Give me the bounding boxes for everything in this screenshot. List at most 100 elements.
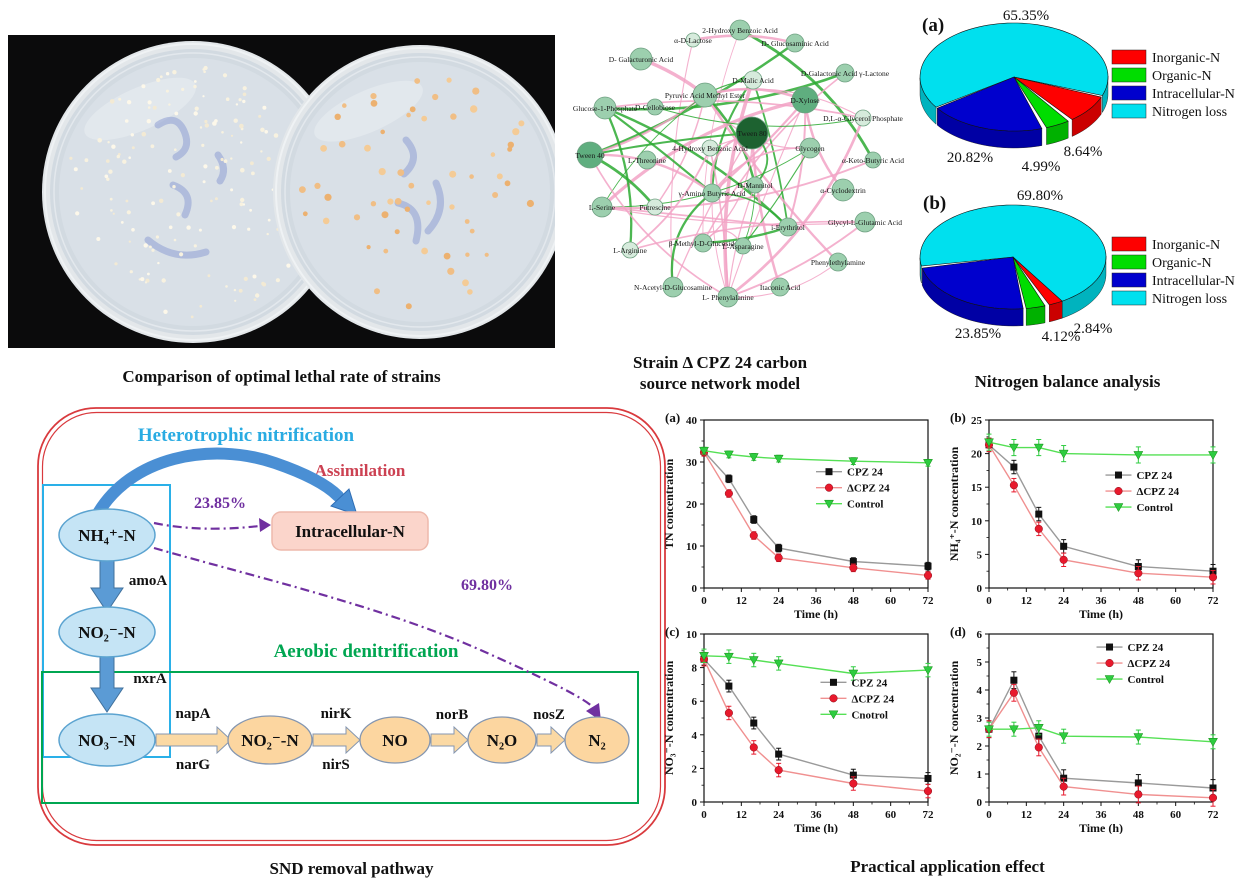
bacterial-colony [172,70,177,75]
marker-circle [774,766,783,775]
bacterial-colony [470,105,478,113]
bacterial-colony [220,157,224,162]
bacterial-colony [408,182,415,189]
bacterial-colony [150,144,155,149]
bacterial-colony [251,171,255,176]
edge-negative [604,100,864,119]
y-tick-label: 5 [977,549,983,561]
bacterial-colony [370,201,377,207]
bacterial-colony [320,145,327,152]
bacterial-colony [380,129,386,135]
marker-circle [749,531,758,540]
y-tick-label: 6 [692,696,698,708]
network-node-label: 4-Hydroxy Benzoic Acid [672,144,748,153]
edge-negative [787,99,807,228]
series-line [988,678,1214,789]
edge-negative [704,88,864,119]
pie-slice-inorganic-n [1013,76,1102,120]
bacterial-colony [387,198,394,205]
nh4-ellipse [58,508,156,562]
bacterial-colony [190,315,194,319]
bacterial-colony [338,140,346,148]
legend-label: Inorganic-N [1152,238,1220,253]
x-axis-title: Time (h) [1079,607,1123,620]
edge-negative [727,99,806,298]
network-node [701,139,719,157]
pie-chart-b: (b) 2.84%4.12% 23.85% 69.80% Inorganic-N Orga… [919,188,1235,345]
network-node-label: Glucose-1-Phosphate [573,104,638,113]
legend-label: Nitrogen loss [1152,105,1227,120]
marker-square [1134,779,1142,787]
plot-frame [988,633,1214,803]
x-axis-title: Time (h) [794,821,838,834]
network-node [854,211,876,233]
x-tick-label: 12 [1021,809,1033,821]
bacterial-colony [273,133,279,138]
bacterial-colony [118,97,122,101]
edge-negative [704,94,839,263]
marker-circle [749,743,758,752]
chart-legend: CPZ 24 ΔCPZ 24 Control [1096,642,1171,686]
bacterial-colony [109,197,113,201]
bacterial-colony [465,252,470,257]
bacterial-colony [214,119,218,123]
marker-triangle-down [699,652,709,661]
marker-triangle-down [1008,443,1019,453]
chart-panel-letter: (b) [950,410,966,425]
bacterial-colony [242,203,246,206]
y-tick-label: 3 [977,713,983,725]
bacterial-colony [264,130,269,134]
marker-triangle-down [1058,732,1069,742]
bacterial-colony [147,106,151,109]
narG-label: narG [176,757,211,773]
network-node [693,233,713,253]
y-tick-label: 8 [692,663,698,675]
no2-ellipse [58,606,156,658]
network-node [734,237,752,255]
marker-circle [1009,688,1018,697]
nirK-arrow-icon [312,725,361,755]
y-tick-label: 30 [686,457,698,469]
edge-negative [702,29,741,244]
x-axis-title: Time (h) [794,607,838,620]
edge-negative [629,147,711,251]
chart-legend: CPZ 24 ΔCPZ 24 Cnotrol [820,677,895,721]
marker-triangle-down [1208,451,1218,460]
network-node [637,150,657,170]
bacterial-colony [299,186,306,194]
network-node-label: Glycyl-L-Glutamic Acid [828,218,902,227]
marker-triangle-down [848,669,859,679]
bacterial-colony [334,113,341,121]
edge-negative [727,221,866,298]
bacterial-colony [186,225,191,230]
legend-series-label: Control [847,499,883,511]
bacterial-colony [159,75,163,79]
y-tick-label: 2 [977,741,983,753]
bacterial-colony [446,77,452,83]
bacterial-colony [353,214,361,221]
bacterial-colony [324,193,332,201]
bacterial-colony [381,211,389,219]
bacterial-colony [163,309,168,314]
bacterial-colony [149,245,152,249]
marker-triangle-down [828,710,839,720]
marker-square [775,544,783,552]
marker-square [1060,542,1068,550]
network-node-label: D-Malic Acid [732,76,774,85]
bacterial-colony [84,158,89,163]
bacterial-colony [202,95,205,98]
marker-triangle-down [748,656,759,666]
no3-ellipse [58,713,156,767]
pie-percent-label: 2.84% [1074,321,1113,337]
intracellular-n-box [271,511,429,551]
bacterial-colony [130,133,134,137]
bacterial-colony [201,143,205,147]
line-chart-b: 0 12 24 36 48 60 72 0 5 10 15 20 25 Time (h) NH₄⁺-N co… [947,410,1219,620]
marker-writing [424,179,444,235]
network-node-label: L- Phenylalanine [702,293,754,302]
bacterial-colony [507,141,514,148]
marker-triangle-down [1113,503,1124,513]
marker-square [1106,643,1114,651]
edge-positive [670,192,713,288]
y-tick-label: 5 [977,657,983,669]
